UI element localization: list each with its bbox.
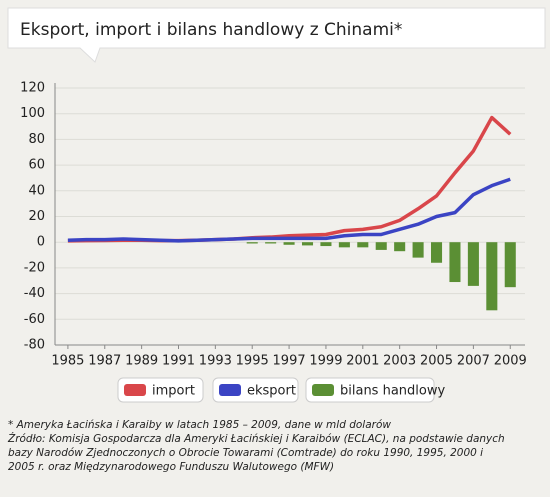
y-tick-label: -20 xyxy=(24,260,45,275)
bar xyxy=(504,242,516,288)
legend-swatch xyxy=(312,384,334,396)
bar xyxy=(265,242,277,244)
bar xyxy=(320,242,332,247)
y-tick-label: 60 xyxy=(28,158,45,173)
footnote: Źródło: Komisja Gospodarcza dla Ameryki … xyxy=(7,432,505,445)
x-tick-label: 1987 xyxy=(88,354,121,369)
bar xyxy=(283,242,295,245)
footnote: bazy Narodów Zjednoczonych o Obrocie Tow… xyxy=(8,447,483,459)
x-tick-label: 1999 xyxy=(309,354,342,369)
bar xyxy=(357,242,369,248)
bar xyxy=(431,242,443,263)
bar xyxy=(467,242,479,286)
x-tick-label: 1989 xyxy=(125,354,158,369)
footnote: 2005 r. oraz Międzynarodowego Funduszu W… xyxy=(8,461,334,473)
legend-label: import xyxy=(152,384,195,399)
bar xyxy=(246,242,258,244)
bar xyxy=(486,242,498,311)
y-tick-label: 20 xyxy=(28,209,45,224)
y-tick-label: 120 xyxy=(20,81,45,96)
y-tick-label: -60 xyxy=(24,312,45,327)
chart-title: Eksport, import i bilans handlowy z Chin… xyxy=(20,20,402,40)
x-tick-label: 1993 xyxy=(199,354,232,369)
x-tick-label: 1995 xyxy=(236,354,269,369)
y-tick-label: 0 xyxy=(37,235,45,250)
legend-label: eksport xyxy=(247,384,296,399)
x-tick-label: 1997 xyxy=(273,354,306,369)
legend-swatch xyxy=(219,384,241,396)
y-tick-label: 80 xyxy=(28,132,45,147)
y-tick-label: 40 xyxy=(28,183,45,198)
bar xyxy=(301,242,314,246)
legend-swatch xyxy=(124,384,146,396)
x-tick-label: 2005 xyxy=(420,354,453,369)
line xyxy=(67,177,511,243)
footnote: * Ameryka Łacińska i Karaiby w latach 19… xyxy=(8,419,391,431)
x-tick-label: 2001 xyxy=(346,354,379,369)
legend-label: bilans handlowy xyxy=(340,384,445,399)
y-tick-label: 100 xyxy=(20,106,45,121)
bar xyxy=(449,242,461,283)
legend-box xyxy=(305,377,435,403)
y-tick-label: -40 xyxy=(24,286,45,301)
title-box xyxy=(7,7,546,63)
x-tick-label: 1991 xyxy=(162,354,195,369)
y-tick-label: -80 xyxy=(24,338,45,353)
x-tick-label: 2009 xyxy=(494,354,527,369)
bar xyxy=(394,242,406,252)
x-tick-label: 1985 xyxy=(51,354,84,369)
bar xyxy=(412,242,424,258)
bar xyxy=(375,242,387,250)
bar xyxy=(338,242,350,248)
x-tick-label: 2007 xyxy=(457,354,490,369)
x-tick-label: 2003 xyxy=(383,354,416,369)
